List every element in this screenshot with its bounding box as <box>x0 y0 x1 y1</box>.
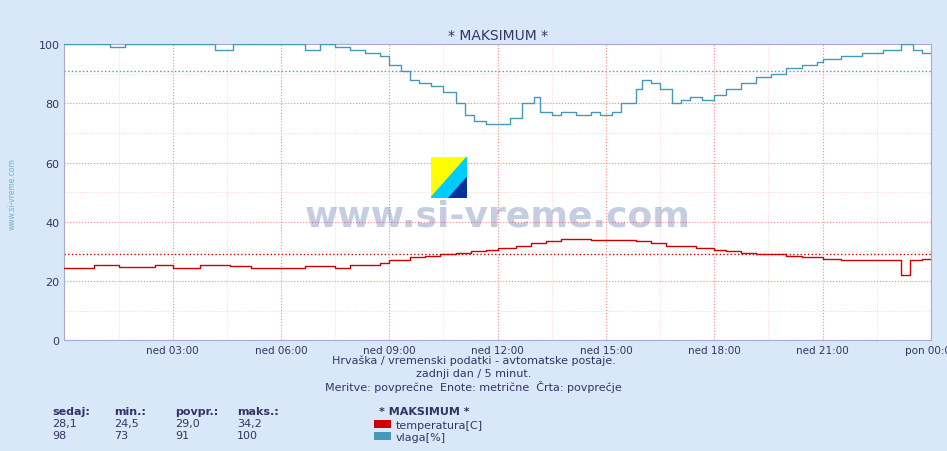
Title: * MAKSIMUM *: * MAKSIMUM * <box>448 28 547 42</box>
Polygon shape <box>431 158 467 198</box>
Text: 24,5: 24,5 <box>114 418 138 428</box>
Polygon shape <box>431 158 467 198</box>
Text: Meritve: povprečne  Enote: metrične  Črta: povprečje: Meritve: povprečne Enote: metrične Črta:… <box>325 380 622 392</box>
Text: 73: 73 <box>114 430 128 440</box>
Text: 91: 91 <box>175 430 189 440</box>
Text: 29,0: 29,0 <box>175 418 200 428</box>
Text: 34,2: 34,2 <box>237 418 261 428</box>
Text: temperatura[C]: temperatura[C] <box>396 420 483 430</box>
Text: * MAKSIMUM *: * MAKSIMUM * <box>379 406 470 416</box>
Text: 100: 100 <box>237 430 258 440</box>
Text: min.:: min.: <box>114 406 146 416</box>
Text: 98: 98 <box>52 430 66 440</box>
Text: 28,1: 28,1 <box>52 418 77 428</box>
Text: www.si-vreme.com: www.si-vreme.com <box>305 199 690 234</box>
Text: zadnji dan / 5 minut.: zadnji dan / 5 minut. <box>416 368 531 378</box>
Text: povpr.:: povpr.: <box>175 406 219 416</box>
Text: Hrvaška / vremenski podatki - avtomatske postaje.: Hrvaška / vremenski podatki - avtomatske… <box>331 354 616 365</box>
Text: vlaga[%]: vlaga[%] <box>396 432 446 442</box>
Text: sedaj:: sedaj: <box>52 406 90 416</box>
Text: www.si-vreme.com: www.si-vreme.com <box>8 158 17 230</box>
Polygon shape <box>449 178 467 198</box>
Text: maks.:: maks.: <box>237 406 278 416</box>
